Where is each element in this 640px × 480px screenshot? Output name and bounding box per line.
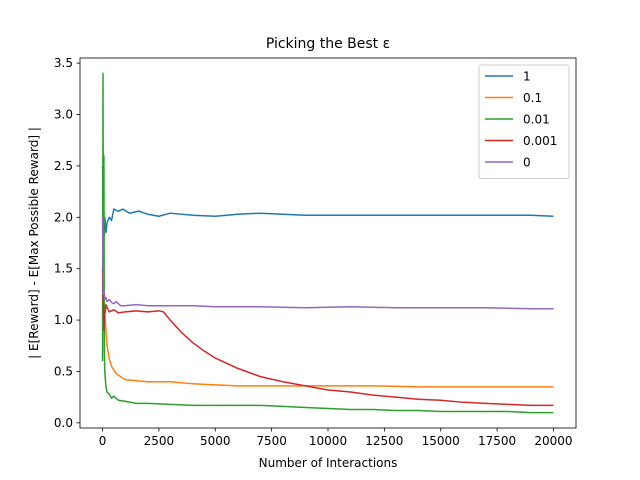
plot-area bbox=[101, 72, 554, 414]
x-tick-label: 0 bbox=[99, 434, 107, 448]
x-tick-label: 2500 bbox=[144, 434, 175, 448]
series-line-0_01 bbox=[101, 72, 554, 414]
chart-title: Picking the Best ε bbox=[266, 36, 390, 52]
series-line-0 bbox=[101, 217, 554, 310]
y-tick-label: 0.5 bbox=[54, 364, 73, 378]
legend-label: 0 bbox=[523, 156, 531, 170]
x-tick-label: 17500 bbox=[478, 434, 516, 448]
y-tick-label: 0.0 bbox=[54, 416, 73, 430]
x-tick-label: 7500 bbox=[256, 434, 287, 448]
y-tick-label: 1.0 bbox=[54, 313, 73, 327]
y-tick-label: 2.0 bbox=[54, 210, 73, 224]
legend: 1 0.1 0.01 0.001 0 bbox=[478, 64, 570, 179]
legend-label: 0.01 bbox=[523, 113, 550, 127]
series-line-1 bbox=[101, 165, 554, 244]
series-line-0_1 bbox=[101, 278, 554, 388]
x-tick-label: 5000 bbox=[200, 434, 231, 448]
y-tick-label: 2.5 bbox=[54, 159, 73, 173]
y-tick-label: 3.0 bbox=[54, 108, 73, 122]
series-line-0_001 bbox=[101, 268, 554, 407]
x-axis-label: Number of Interactions bbox=[259, 456, 398, 470]
x-tick-label: 12500 bbox=[365, 434, 403, 448]
x-tick-label: 10000 bbox=[309, 434, 347, 448]
y-tick-label: 1.5 bbox=[54, 262, 73, 276]
legend-label: 0.001 bbox=[523, 134, 557, 148]
legend-label: 0.1 bbox=[523, 91, 542, 105]
legend-label: 1 bbox=[523, 70, 531, 84]
legend-box bbox=[478, 64, 570, 179]
axis-ticks: 0 2500 5000 7500 10000 12500 15000 17500 20000 0.… bbox=[54, 56, 573, 448]
plot-frame bbox=[79, 57, 577, 429]
y-tick-label: 3.5 bbox=[54, 56, 73, 70]
x-tick-label: 20000 bbox=[534, 434, 572, 448]
y-axis-label: | E[Reward] - E[Max Possible Reward] | bbox=[27, 127, 41, 359]
x-tick-label: 15000 bbox=[422, 434, 460, 448]
series-group bbox=[101, 72, 554, 414]
